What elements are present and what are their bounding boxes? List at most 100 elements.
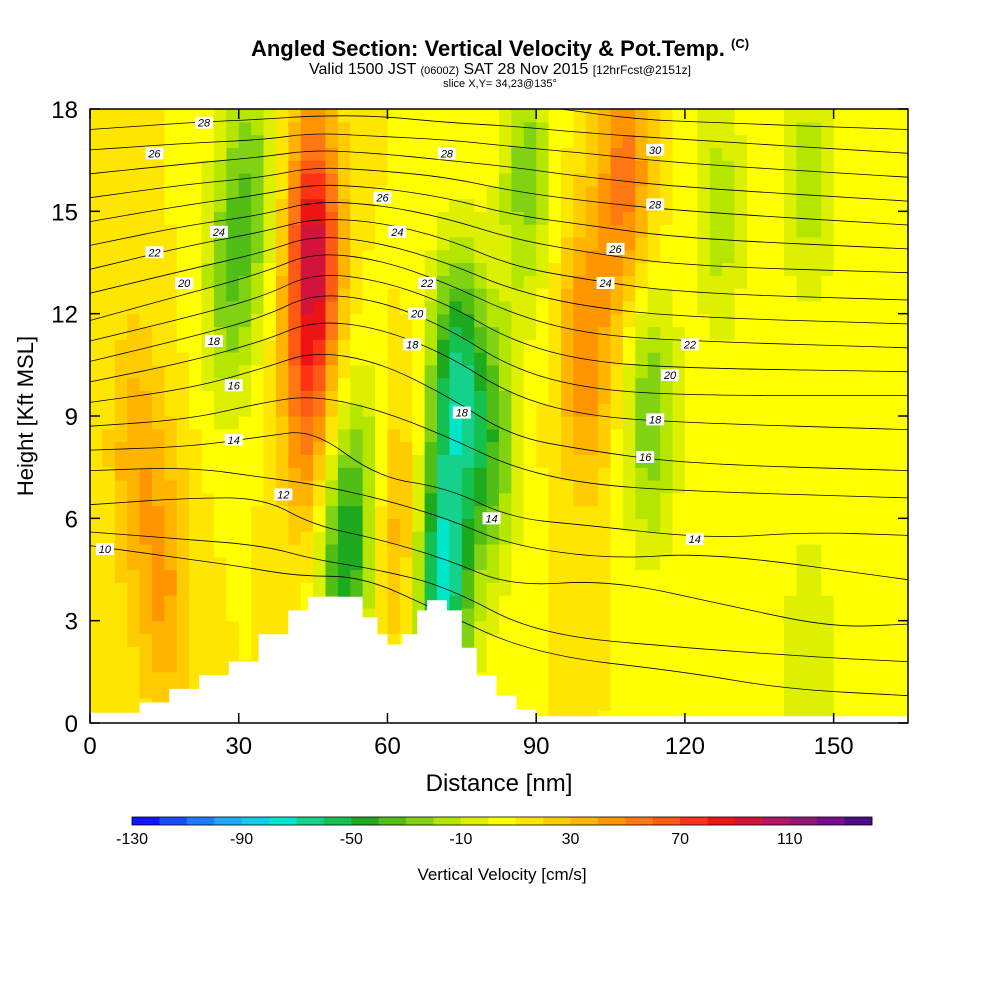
- velocity-cell: [176, 646, 190, 660]
- velocity-cell: [858, 659, 872, 673]
- velocity-cell: [127, 416, 141, 430]
- velocity-cell: [635, 428, 649, 443]
- velocity-cell: [102, 467, 116, 481]
- colorbar-swatch: [734, 817, 763, 825]
- velocity-cell: [610, 543, 624, 558]
- velocity-cell: [362, 543, 376, 558]
- velocity-cell: [90, 121, 103, 136]
- velocity-cell: [412, 377, 426, 392]
- velocity-cell: [238, 236, 252, 251]
- velocity-cell: [313, 172, 327, 187]
- velocity-cell: [127, 172, 141, 187]
- velocity-cell: [486, 595, 500, 609]
- velocity-cell: [275, 249, 289, 264]
- velocity-cell: [325, 300, 339, 315]
- velocity-cell: [90, 556, 103, 571]
- colorbar-swatch: [269, 817, 297, 825]
- velocity-cell: [337, 198, 351, 212]
- velocity-cell: [523, 518, 537, 532]
- velocity-cell: [647, 121, 661, 136]
- velocity-cell: [375, 531, 389, 545]
- velocity-cell: [821, 659, 835, 673]
- velocity-cell: [523, 134, 537, 148]
- velocity-cell: [151, 390, 165, 404]
- velocity-cell: [486, 121, 500, 136]
- velocity-cell: [437, 109, 451, 123]
- isentrope-label: 10: [95, 543, 114, 556]
- velocity-cell: [325, 134, 339, 148]
- velocity-cell: [300, 364, 314, 379]
- velocity-cell: [424, 134, 438, 148]
- velocity-cell: [585, 454, 599, 468]
- velocity-cell: [474, 249, 488, 264]
- velocity-cell: [189, 620, 203, 635]
- velocity-cell: [114, 249, 128, 264]
- velocity-cell: [821, 211, 835, 225]
- terrain-mask: [90, 596, 908, 723]
- velocity-cell: [313, 543, 327, 558]
- velocity-cell: [164, 288, 178, 302]
- velocity-cell: [647, 531, 661, 545]
- velocity-cell: [449, 377, 463, 392]
- velocity-cell: [523, 326, 537, 340]
- velocity-cell: [499, 492, 512, 507]
- velocity-cell: [560, 326, 574, 340]
- velocity-cell: [424, 236, 438, 251]
- velocity-cell: [585, 288, 599, 302]
- velocity-cell: [499, 518, 512, 532]
- velocity-cell: [375, 121, 389, 136]
- velocity-cell: [399, 275, 413, 289]
- velocity-cell: [622, 364, 636, 379]
- velocity-cell: [461, 224, 475, 238]
- velocity-cell: [647, 339, 661, 353]
- velocity-cell: [759, 134, 773, 148]
- velocity-cell: [846, 249, 860, 264]
- velocity-cell: [660, 492, 674, 507]
- velocity-cell: [796, 185, 810, 200]
- velocity-cell: [300, 569, 314, 583]
- velocity-cell: [238, 479, 252, 494]
- velocity-cell: [226, 121, 240, 136]
- velocity-cell: [251, 134, 265, 148]
- velocity-cell: [300, 224, 314, 238]
- isentrope-line: [90, 219, 908, 301]
- velocity-cell: [610, 492, 624, 507]
- velocity-cell: [176, 416, 190, 430]
- velocity-cell: [399, 479, 413, 494]
- velocity-cell: [288, 313, 302, 328]
- velocity-cell: [808, 492, 822, 507]
- velocity-cell: [474, 633, 488, 647]
- velocity-cell: [288, 262, 302, 276]
- velocity-cell: [313, 224, 327, 238]
- velocity-cell: [858, 211, 872, 225]
- velocity-cell: [337, 339, 351, 353]
- velocity-cell: [610, 416, 624, 430]
- velocity-cell: [610, 364, 624, 379]
- velocity-cell: [251, 492, 265, 507]
- velocity-cell: [449, 339, 463, 353]
- velocity-cell: [858, 684, 872, 699]
- velocity-cell: [412, 147, 426, 161]
- velocity-cell: [213, 109, 227, 123]
- isentrope-line: [90, 531, 908, 662]
- velocity-cell: [151, 607, 165, 622]
- velocity-cell: [511, 646, 525, 660]
- velocity-cell: [697, 467, 711, 481]
- velocity-cell: [536, 569, 550, 583]
- velocity-cell: [263, 198, 277, 212]
- velocity-cell: [176, 198, 190, 212]
- velocity-cell: [697, 428, 711, 443]
- velocity-cell: [424, 326, 438, 340]
- velocity-cell: [833, 492, 847, 507]
- velocity-cell: [709, 671, 723, 686]
- velocity-cell: [474, 377, 488, 392]
- velocity-cell: [722, 684, 736, 699]
- velocity-cell: [461, 518, 475, 532]
- velocity-cell: [560, 339, 574, 353]
- velocity-cell: [697, 275, 711, 289]
- isentrope-label: 14: [685, 532, 704, 546]
- velocity-cell: [536, 352, 550, 366]
- isentrope-label: 20: [175, 276, 194, 290]
- velocity-cell: [672, 467, 686, 481]
- velocity-cell: [883, 377, 897, 392]
